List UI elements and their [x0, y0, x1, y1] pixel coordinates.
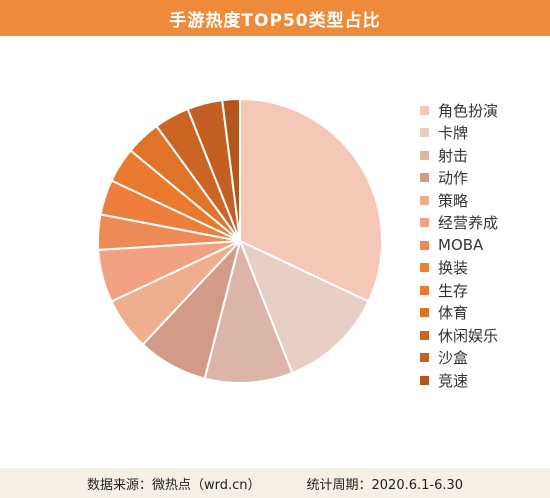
footer: 数据来源：微热点（wrd.cn） 统计周期：2020.6.1-6.30 [0, 468, 550, 498]
legend-label: MOBA [438, 236, 484, 255]
legend-swatch [420, 105, 429, 115]
legend-swatch [420, 173, 429, 183]
legend-label: 体育 [438, 304, 469, 323]
legend-item-7: MOBA [420, 234, 545, 257]
legend-label: 策略 [438, 191, 469, 210]
pie-chart [97, 97, 383, 384]
legend-swatch [420, 308, 429, 318]
chart-legend: 角色扮演卡牌射击动作策略经营养成 MOBA 换装生存体育休闲娱乐沙盒竞速 [420, 99, 545, 392]
legend-item-12: 沙盒 [420, 347, 545, 370]
legend-swatch [420, 285, 429, 295]
legend-swatch [420, 330, 429, 340]
legend-label: 换装 [438, 259, 469, 278]
pie-slice-3 [203, 237, 294, 384]
legend-item-8: 换装 [420, 257, 545, 280]
legend-label: 卡牌 [438, 124, 469, 143]
legend-item-6: 经营养成 [420, 212, 545, 235]
footer-period: 统计周期：2020.6.1-6.30 [306, 477, 464, 493]
legend-label: 沙盒 [438, 349, 469, 368]
legend-label: 生存 [438, 281, 469, 300]
legend-swatch [420, 353, 429, 363]
pie-slice-2 [238, 239, 370, 375]
legend-item-9: 生存 [420, 279, 545, 302]
legend-swatch [420, 150, 429, 160]
legend-swatch [420, 195, 429, 205]
footer-source: 数据来源：微热点（wrd.cn） [86, 477, 261, 493]
pie-slice-1 [239, 97, 383, 303]
legend-label: 休闲娱乐 [438, 326, 499, 345]
legend-swatch [420, 375, 429, 385]
legend-item-2: 卡牌 [420, 122, 545, 145]
legend-item-4: 动作 [420, 167, 545, 190]
legend-swatch [420, 128, 429, 138]
legend-label: 角色扮演 [438, 101, 499, 120]
legend-swatch [420, 218, 429, 228]
legend-item-3: 射击 [420, 144, 545, 167]
legend-item-10: 体育 [420, 302, 545, 325]
legend-swatch [420, 263, 429, 273]
legend-item-11: 休闲娱乐 [420, 324, 545, 347]
legend-item-1: 角色扮演 [420, 99, 545, 122]
legend-swatch [420, 240, 429, 250]
chart-title-bar: 手游热度TOP50类型占比 [0, 0, 550, 36]
legend-label: 竞速 [438, 371, 469, 390]
legend-item-5: 策略 [420, 189, 545, 212]
legend-label: 射击 [438, 146, 469, 165]
pie-slice-13 [221, 97, 241, 242]
chart-title: 手游热度TOP50类型占比 [169, 10, 381, 31]
legend-label: 动作 [438, 169, 469, 188]
legend-label: 经营养成 [438, 214, 499, 233]
legend-item-13: 竞速 [420, 369, 545, 392]
